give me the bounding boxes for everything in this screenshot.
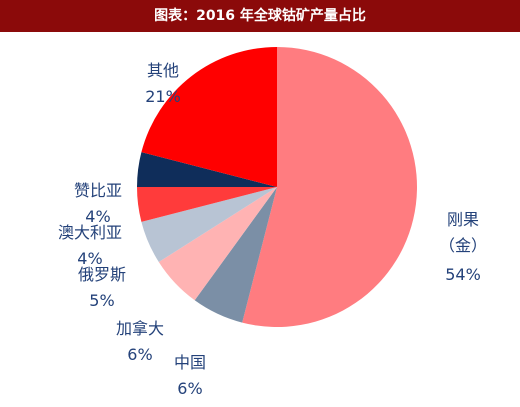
chart-title: 图表：2016 年全球钴矿产量占比 <box>154 8 366 24</box>
pie-slice <box>242 47 417 328</box>
slice-name: 澳大利亚 <box>57 223 122 242</box>
slice-value-label: 6% <box>127 345 153 364</box>
pie-slice <box>137 187 277 222</box>
slice-name: 其他 <box>146 61 179 80</box>
slice-value-label: 54% <box>445 265 481 284</box>
slice-value-label: 4% <box>77 249 103 268</box>
slice-name: 赞比亚 <box>73 181 122 200</box>
slice-name: 刚果（金） <box>438 210 487 255</box>
pie-slice <box>158 187 277 301</box>
pie-slice <box>141 187 277 263</box>
slice-name: 中国 <box>173 353 206 372</box>
pie-slice <box>137 152 277 187</box>
slice-value-label: 5% <box>89 291 115 310</box>
slice-value-label: 21% <box>145 87 181 106</box>
slice-value-label: 4% <box>85 207 111 226</box>
title-banner <box>0 0 520 32</box>
slice-name: 俄罗斯 <box>77 265 126 284</box>
slice-value-label: 6% <box>177 379 203 398</box>
pie-slice <box>194 187 277 323</box>
pie-slice <box>141 47 277 187</box>
slice-name: 加拿大 <box>115 319 164 338</box>
